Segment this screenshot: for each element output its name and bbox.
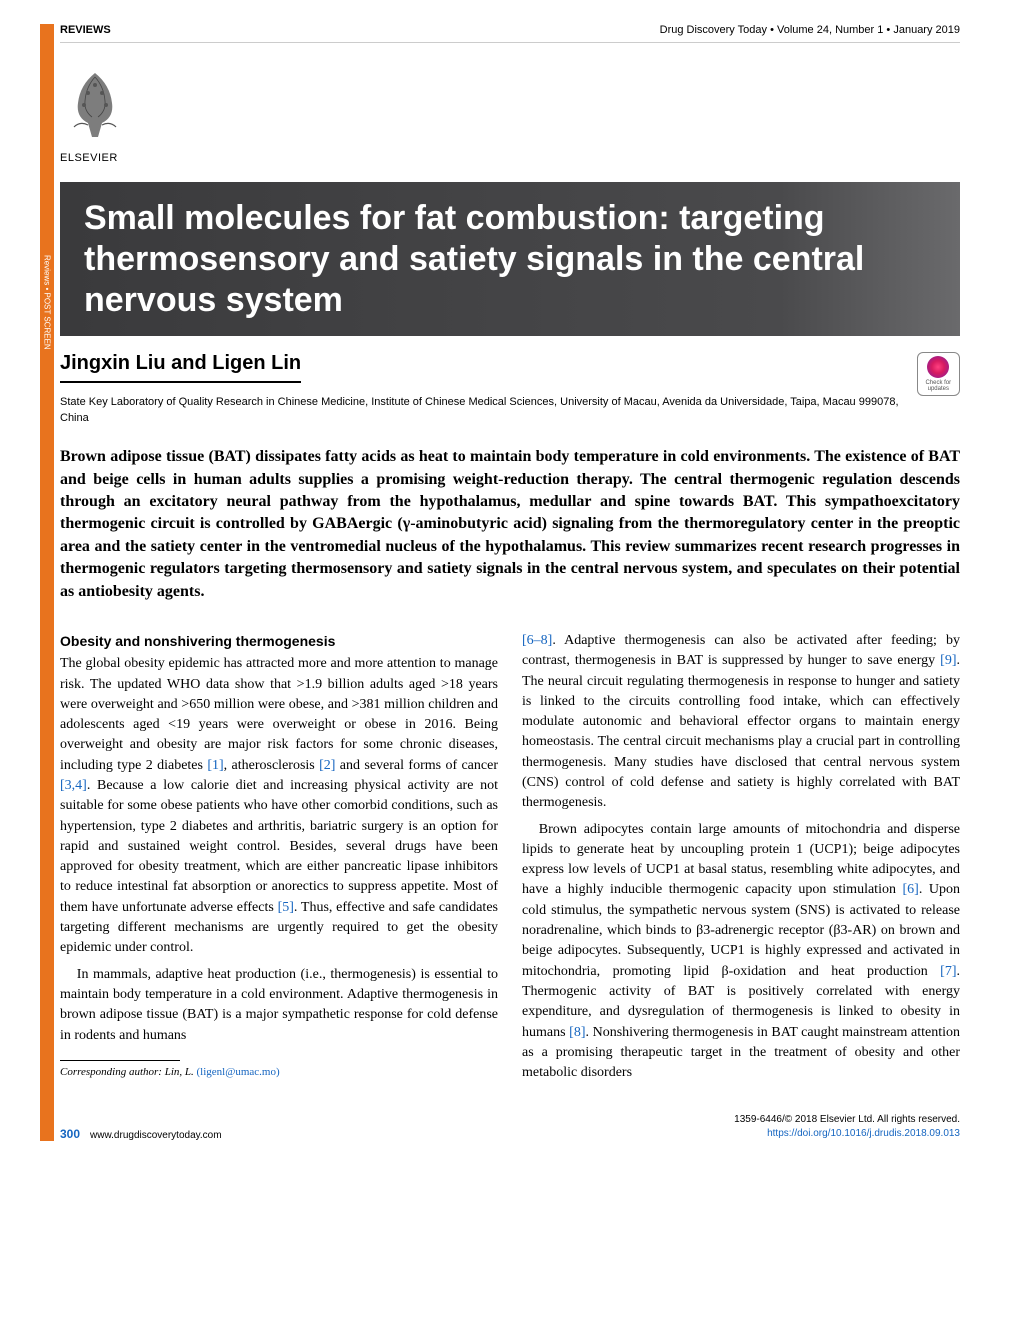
email-link[interactable]: (ligenl@umac.mo) xyxy=(197,1066,280,1078)
ref-link[interactable]: [8] xyxy=(569,1025,585,1040)
page-footer: 300 www.drugdiscoverytoday.com 1359-6446… xyxy=(60,1113,960,1141)
check-updates-label: Check for updates xyxy=(920,380,957,392)
ref-link[interactable]: [3,4] xyxy=(60,778,87,793)
body-paragraph: [6–8]. Adaptive thermogenesis can also b… xyxy=(522,631,960,814)
article-title: Small molecules for fat combustion: targ… xyxy=(84,198,936,320)
publisher-name: ELSEVIER xyxy=(60,152,960,164)
corresponding-author: Corresponding author: Lin, L. (ligenl@um… xyxy=(60,1065,498,1081)
affiliation: State Key Laboratory of Quality Research… xyxy=(60,395,917,426)
ref-link[interactable]: [2] xyxy=(319,758,335,773)
check-updates-badge[interactable]: Check for updates xyxy=(917,352,960,396)
publisher-logo-block: ELSEVIER xyxy=(60,65,960,164)
abstract: Brown adipose tissue (BAT) dissipates fa… xyxy=(60,446,960,603)
ref-link[interactable]: [9] xyxy=(940,653,956,668)
footnote-rule xyxy=(60,1060,180,1061)
ref-link[interactable]: [5] xyxy=(278,900,294,915)
side-tab-label: Reviews • POST SCREEN xyxy=(40,232,54,372)
running-header: REVIEWS Drug Discovery Today • Volume 24… xyxy=(60,24,960,43)
elsevier-tree-icon xyxy=(60,65,130,145)
ref-link[interactable]: [1] xyxy=(207,758,223,773)
doi-link[interactable]: https://doi.org/10.1016/j.drudis.2018.09… xyxy=(734,1127,960,1141)
ref-link[interactable]: [6–8] xyxy=(522,633,552,648)
body-paragraph: In mammals, adaptive heat production (i.… xyxy=(60,965,498,1046)
crossmark-icon xyxy=(927,356,949,378)
copyright: 1359-6446/© 2018 Elsevier Ltd. All right… xyxy=(734,1113,960,1127)
journal-info: Drug Discovery Today • Volume 24, Number… xyxy=(660,24,960,36)
authors: Jingxin Liu and Ligen Lin xyxy=(60,352,301,383)
right-column: [6–8]. Adaptive thermogenesis can also b… xyxy=(522,631,960,1090)
accent-bar xyxy=(40,24,54,1141)
section-label: REVIEWS xyxy=(60,24,111,36)
ref-link[interactable]: [7] xyxy=(940,964,956,979)
body-columns: Obesity and nonshivering thermogenesis T… xyxy=(60,631,960,1090)
page-number: 300 xyxy=(60,1127,80,1141)
body-paragraph: Brown adipocytes contain large amounts o… xyxy=(522,820,960,1084)
left-column: Obesity and nonshivering thermogenesis T… xyxy=(60,631,498,1090)
journal-website[interactable]: www.drugdiscoverytoday.com xyxy=(90,1130,222,1141)
ref-link[interactable]: [6] xyxy=(903,882,919,897)
title-banner: Small molecules for fat combustion: targ… xyxy=(60,182,960,336)
body-paragraph: The global obesity epidemic has attracte… xyxy=(60,654,498,958)
section-heading: Obesity and nonshivering thermogenesis xyxy=(60,631,498,651)
